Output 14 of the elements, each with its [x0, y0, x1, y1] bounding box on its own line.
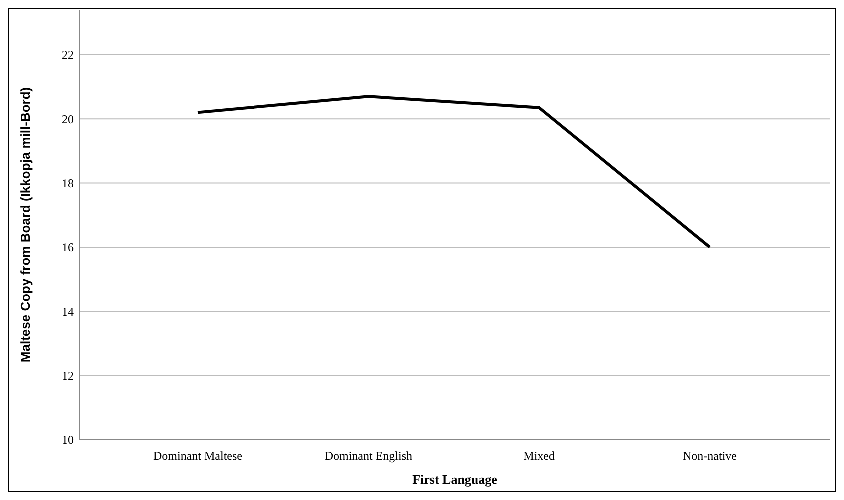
y-tick-label: 20: [62, 112, 74, 126]
y-tick-label: 18: [62, 176, 74, 190]
y-tick-label: 16: [62, 240, 74, 255]
x-axis-title: First Language: [412, 472, 498, 487]
y-tick-label: 14: [62, 304, 74, 319]
x-tick-label: Non-native: [683, 449, 737, 463]
line-series: [196, 95, 712, 249]
x-tick-label: Mixed: [524, 449, 556, 463]
y-tick-label: 10: [62, 433, 74, 448]
y-tick-label: 12: [62, 369, 74, 384]
x-tick-label: Dominant Maltese: [154, 449, 242, 463]
y-axis-title: Maltese Copy from Board (Ikkopja mill-Bord): [18, 87, 33, 363]
y-tick-label: 22: [62, 48, 74, 62]
x-tick-label: Dominant English: [324, 449, 413, 463]
